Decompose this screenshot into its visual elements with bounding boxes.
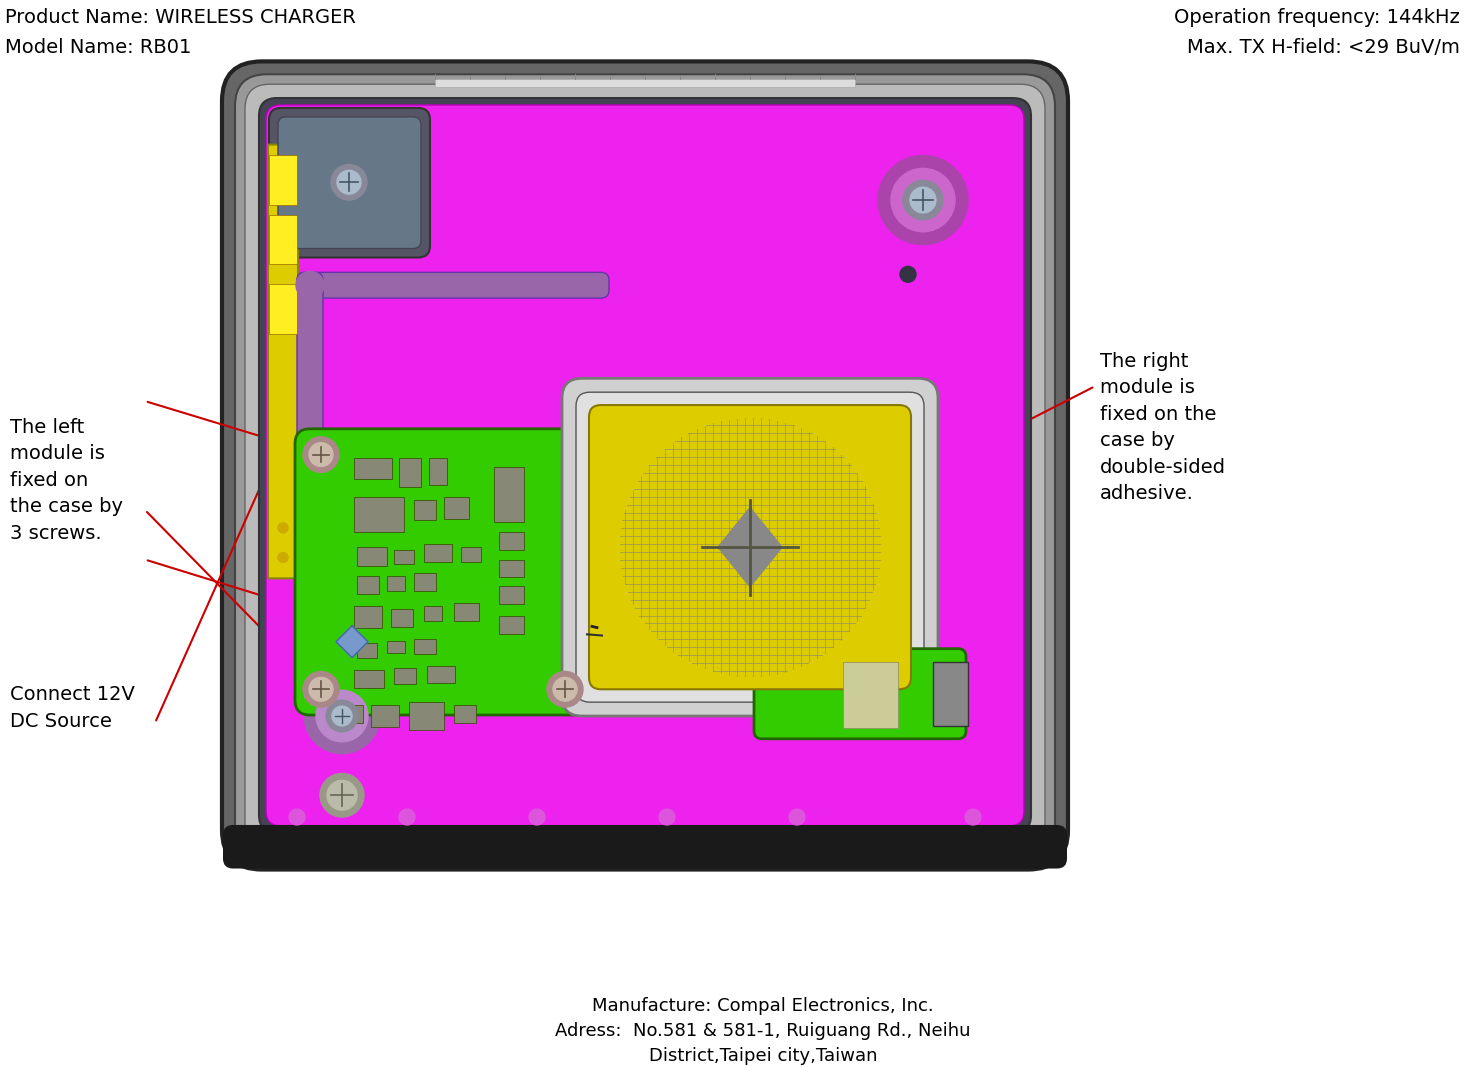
Bar [268,156,296,205]
FancyBboxPatch shape [296,272,609,298]
Bar [499,531,524,550]
Circle shape [337,171,361,194]
Bar [445,497,469,519]
Circle shape [332,706,352,726]
Polygon shape [717,508,782,587]
Text: Product Name: WIRELESS CHARGER: Product Name: WIRELESS CHARGER [4,7,356,27]
Bar [356,546,387,567]
FancyBboxPatch shape [222,62,1068,870]
FancyBboxPatch shape [266,105,1024,826]
Circle shape [304,679,380,753]
Circle shape [547,671,582,707]
Circle shape [789,809,805,825]
Circle shape [553,678,577,701]
FancyBboxPatch shape [268,108,430,257]
Bar [414,639,436,654]
Bar [453,705,475,723]
Bar [499,559,524,577]
Text: Connect 12V
DC Source: Connect 12V DC Source [10,685,135,731]
Circle shape [399,809,415,825]
Text: Model Name: RB01: Model Name: RB01 [4,37,191,57]
Bar [414,573,436,591]
Circle shape [326,700,358,732]
Circle shape [332,164,367,200]
FancyBboxPatch shape [295,429,591,715]
Bar [356,642,377,657]
Circle shape [315,690,368,742]
Bar [424,544,452,561]
Bar [392,609,414,627]
Circle shape [310,443,333,466]
Bar [494,467,524,522]
Bar [933,662,968,726]
Bar [499,586,524,604]
FancyBboxPatch shape [245,84,1045,847]
Bar [427,666,455,683]
Bar [414,500,436,520]
Text: The right
module is
fixed on the
case by
double-sided
adhesive.: The right module is fixed on the case by… [1100,351,1226,503]
Circle shape [279,523,288,532]
Bar [354,497,403,531]
Bar [387,641,405,653]
FancyBboxPatch shape [754,649,965,738]
Bar [844,662,898,728]
Polygon shape [336,626,368,657]
Bar [356,576,378,594]
Bar [354,606,381,627]
Circle shape [893,614,921,641]
Circle shape [904,180,943,220]
Bar [428,458,447,485]
Circle shape [304,671,339,707]
Circle shape [965,809,981,825]
Bar [268,284,296,334]
FancyBboxPatch shape [296,471,323,554]
Circle shape [910,187,936,213]
Circle shape [320,774,364,817]
Bar [268,214,296,265]
Circle shape [296,271,324,299]
Bar [436,79,855,87]
Bar [387,576,405,591]
FancyBboxPatch shape [562,379,937,716]
Bar [499,616,524,634]
Text: Adress:  No.581 & 581-1, Ruiguang Rd., Neihu: Adress: No.581 & 581-1, Ruiguang Rd., Ne… [555,1022,971,1040]
Circle shape [279,553,288,562]
Circle shape [327,780,356,810]
FancyBboxPatch shape [260,98,1031,833]
FancyBboxPatch shape [235,75,1055,857]
FancyBboxPatch shape [223,825,1067,869]
Bar [354,458,392,479]
Circle shape [530,809,546,825]
Bar [424,606,442,621]
Bar [354,670,384,688]
FancyBboxPatch shape [577,393,924,702]
Text: Max. TX H-field: <29 BuV/m: Max. TX H-field: <29 BuV/m [1187,37,1460,57]
FancyBboxPatch shape [296,272,323,475]
Text: District,Taipei city,Taiwan: District,Taipei city,Taiwan [648,1047,877,1065]
Bar [399,458,421,488]
Bar [371,705,399,727]
FancyBboxPatch shape [268,145,298,578]
FancyBboxPatch shape [279,117,421,249]
Circle shape [899,267,915,283]
Bar [453,603,480,621]
Circle shape [659,809,675,825]
Circle shape [890,169,955,232]
Bar [340,705,362,723]
Bar [395,550,414,564]
Bar [395,669,417,684]
Text: Operation frequency: 144kHz: Operation frequency: 144kHz [1174,7,1460,27]
Text: The left
module is
fixed on
the case by
3 screws.: The left module is fixed on the case by … [10,418,123,543]
Circle shape [304,436,339,473]
Circle shape [289,809,305,825]
FancyBboxPatch shape [588,405,911,689]
Circle shape [310,678,333,701]
Circle shape [879,156,968,244]
Bar [409,702,445,730]
Bar [461,546,481,561]
Text: Manufacture: Compal Electronics, Inc.: Manufacture: Compal Electronics, Inc. [593,998,933,1016]
